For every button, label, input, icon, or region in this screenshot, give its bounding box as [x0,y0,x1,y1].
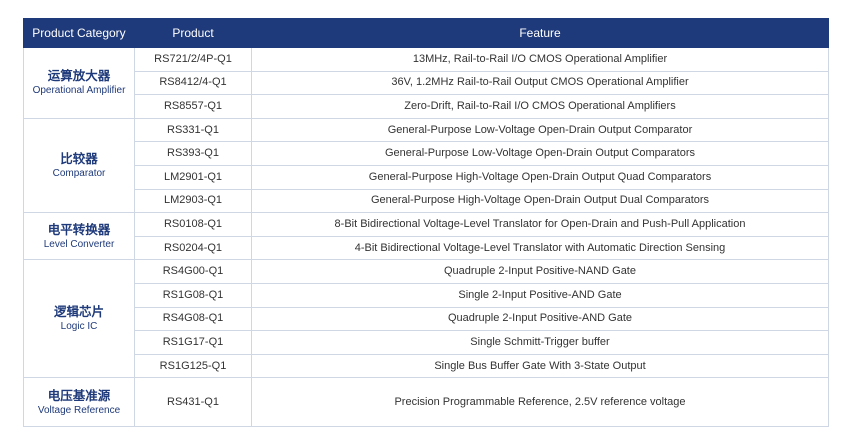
product-cell: RS431-Q1 [134,377,252,428]
table-row: LM2901-Q1 General-Purpose High-Voltage Op… [24,164,829,190]
category-cell: 比较器 Comparator [23,117,135,214]
feature-cell: General-Purpose High-Voltage Open-Drain … [251,188,829,214]
table-row: 比较器 Comparator RS331-Q1 General-Purpose Low… [23,117,829,214]
product-cell: RS1G17-Q1 [134,330,252,355]
feature-cell: Single Bus Buffer Gate With 3-State Outp… [251,353,829,379]
header-row: Product Category Product Feature [23,18,829,48]
table-header: Product Category Product Feature [23,18,829,48]
category-cell: 运算放大器 Operational Amplifier [23,47,135,119]
table-row: RS1G08-Q1 Single 2-Input Positive-AND Gat… [24,282,829,308]
header-feature: Feature [251,18,829,48]
product-cell: RS331-Q1 [134,117,252,143]
product-cell: RS721/2/4P-Q1 [134,47,252,72]
feature-cell: 13MHz, Rail-to-Rail I/O CMOS Operational… [251,47,829,72]
category-name-en: Comparator [52,167,106,179]
category-name-en: Level Converter [43,238,115,250]
product-table-container: Product Category Product Feature 运算放大器 Op… [23,18,829,428]
table-row: RS8557-Q1 Zero-Drift, Rail-to-Rail I/O CM… [24,94,829,119]
table-row: 电压基准源 Voltage Reference RS431-Q1 Precision … [23,377,829,428]
table-row: RS0204-Q1 4-Bit Bidirectional Voltage-Lev… [24,235,829,261]
category-name-en: Voltage Reference [37,404,121,416]
category-name-en: Logic IC [60,321,98,333]
table-row: RS1G125-Q1 Single Bus Buffer Gate With 3-… [24,353,829,379]
category-name-en: Operational Amplifier [32,85,126,97]
category-cell: 逻辑芯片 Logic IC [23,259,135,379]
table-row: 电平转换器 Level Converter RS0108-Q1 8-Bit Bidir… [23,212,829,261]
category-name-cn: 比较器 [60,151,98,166]
product-cell: RS8557-Q1 [134,94,252,119]
category-name-cn: 运算放大器 [47,69,111,84]
table-row: LM2903-Q1 General-Purpose High-Voltage Op… [24,188,829,214]
feature-cell: 4-Bit Bidirectional Voltage-Level Transl… [251,235,829,261]
category-name-cn: 逻辑芯片 [53,305,104,320]
product-cell: RS393-Q1 [134,141,252,166]
category-cell: 电平转换器 Level Converter [23,212,135,261]
product-cell: RS0204-Q1 [134,235,252,261]
feature-cell: Precision Programmable Reference, 2.5V r… [251,377,829,428]
product-table: Product Category Product Feature 运算放大器 Op… [23,18,829,428]
product-cell: RS0108-Q1 [134,212,252,237]
feature-cell: Quadruple 2-Input Positive-AND Gate [251,306,829,332]
header-product: Product [134,18,252,48]
category-cell: 电压基准源 Voltage Reference [23,377,135,428]
product-cell: RS8412/4-Q1 [134,70,252,96]
category-name-cn: 电平转换器 [47,222,111,237]
product-cell: LM2903-Q1 [134,188,252,214]
feature-cell: General-Purpose High-Voltage Open-Drain … [251,164,829,190]
table-row: RS393-Q1 General-Purpose Low-Voltage Open… [24,141,829,166]
category-name-cn: 电压基准源 [47,388,111,403]
header-product-category: Product Category [23,18,135,48]
table-row: RS1G17-Q1 Single Schmitt-Trigger buffer [24,330,829,355]
feature-cell: 36V, 1.2MHz Rail-to-Rail Output CMOS Ope… [251,70,829,96]
product-cell: RS1G08-Q1 [134,282,252,308]
table-row: 运算放大器 Operational Amplifier RS721/2/4P-Q1 1… [23,47,829,119]
product-cell: RS1G125-Q1 [134,353,252,379]
feature-cell: General-Purpose Low-Voltage Open-Drain O… [251,117,829,143]
table-row: RS8412/4-Q1 36V, 1.2MHz Rail-to-Rail Outp… [24,70,829,96]
product-cell: RS4G00-Q1 [134,259,252,284]
table-row: RS4G08-Q1 Quadruple 2-Input Positive-AND … [24,306,829,332]
feature-cell: Zero-Drift, Rail-to-Rail I/O CMOS Operat… [251,94,829,119]
product-cell: LM2901-Q1 [134,164,252,190]
feature-cell: Quadruple 2-Input Positive-NAND Gate [251,259,829,284]
feature-cell: 8-Bit Bidirectional Voltage-Level Transl… [251,212,829,237]
feature-cell: Single Schmitt-Trigger buffer [251,330,829,355]
product-cell: RS4G08-Q1 [134,306,252,332]
table-body: 运算放大器 Operational Amplifier RS721/2/4P-Q1 1… [23,47,829,428]
feature-cell: Single 2-Input Positive-AND Gate [251,282,829,308]
feature-cell: General-Purpose Low-Voltage Open-Drain O… [251,141,829,166]
table-row: 逻辑芯片 Logic IC RS4G00-Q1 Quadruple 2-Input P… [23,259,829,379]
